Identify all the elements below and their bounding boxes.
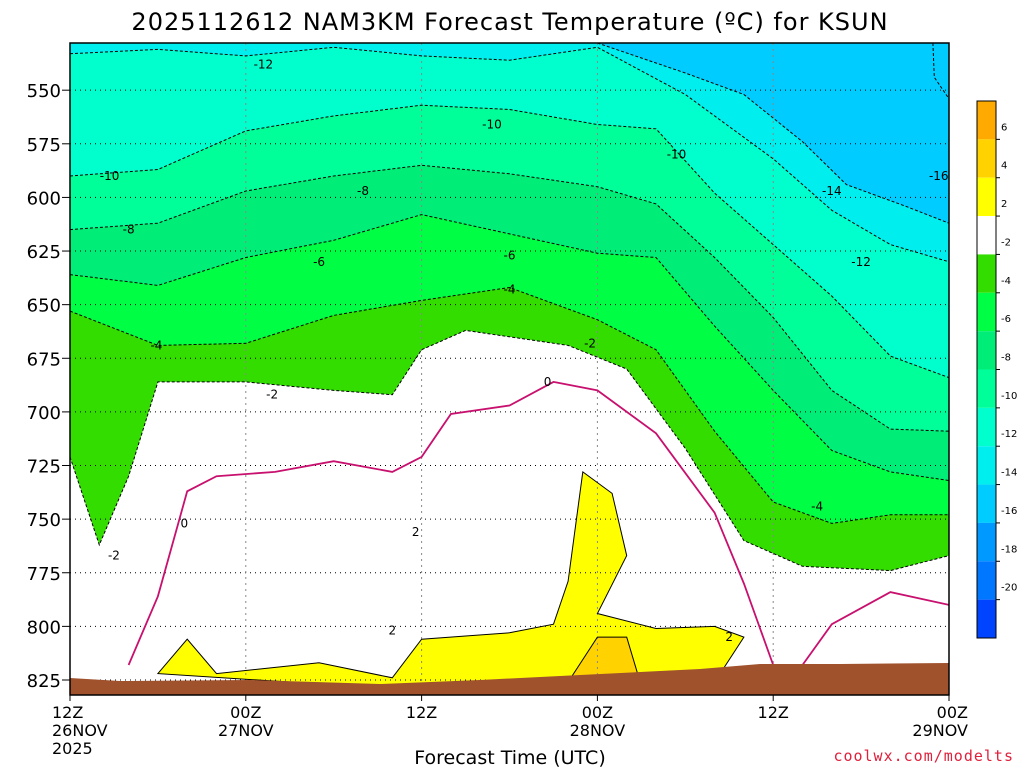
contour-label: 0 — [180, 516, 188, 530]
x-axis-title: Forecast Time (UTC) — [414, 747, 605, 768]
x-tick-label: 00Z — [230, 703, 261, 722]
x-tick-label: 2025 — [52, 739, 93, 758]
contour-label: -10 — [482, 118, 502, 132]
colorbar-bin — [977, 177, 996, 217]
colorbar-label: -20 — [1001, 583, 1017, 594]
colorbar-bin — [977, 369, 996, 408]
contour-line--12 — [70, 46, 949, 263]
contour-label: -8 — [123, 223, 135, 237]
y-tick-label: 750 — [27, 510, 61, 531]
x-tick-label: 27NOV — [218, 721, 274, 740]
contour-label: -6 — [504, 248, 516, 262]
contour-label: -12 — [254, 57, 274, 71]
contour-label: -12 — [851, 255, 871, 269]
plot-frame — [69, 42, 950, 696]
y-tick-label: 550 — [27, 81, 61, 102]
x-tick-label: 26NOV — [52, 721, 108, 740]
colorbar: 6 4 2 -2 -4 -6 -8 -10 -12 -14 -16 -18 -20 — [976, 100, 1017, 639]
x-tick-label: 29NOV — [912, 721, 968, 740]
y-tick-label: 625 — [27, 242, 61, 263]
contour-label: -16 — [929, 169, 949, 183]
contour-line--16 — [932, 43, 949, 100]
colorbar-label: 6 — [1001, 122, 1007, 133]
plot-area: -12 -10 -10 -10 -8 -8 -6 -6 -4 -4 -4 -2 -2 -2 0 0 2 2 2 -12… — [70, 43, 949, 695]
colorbar-label: -4 — [1001, 276, 1011, 287]
fill-band-above-minus14 — [597, 43, 949, 224]
contour-line--2 — [70, 329, 949, 572]
y-tick-label: 725 — [27, 457, 61, 478]
colorbar-bin — [977, 561, 996, 600]
fill-band-plus2 — [157, 471, 744, 689]
contour-labels: -12 -10 -10 -10 -8 -8 -6 -6 -4 -4 -4 -2 -2 -2 0 0 2 2 2 -12… — [100, 57, 949, 644]
colorbar-label: -16 — [1001, 506, 1017, 517]
contour-label: 2 — [412, 525, 420, 539]
contour-line--14 — [597, 43, 949, 224]
y-tick-label: 775 — [27, 564, 61, 585]
contour-label: -6 — [313, 255, 325, 269]
colorbar-label: -2 — [1001, 237, 1011, 248]
contour-label: -10 — [667, 148, 687, 162]
contour-label: -8 — [357, 184, 369, 198]
contour-line--4 — [70, 286, 949, 524]
x-tick-label: 12Z — [406, 703, 437, 722]
colorbar-label: -18 — [1001, 544, 1017, 555]
x-tick-label: 12Z — [52, 703, 83, 722]
contour-label: -10 — [100, 169, 120, 183]
y-tick-label: 600 — [27, 188, 61, 209]
contour-label: -4 — [504, 283, 516, 297]
colorbar-label: -10 — [1001, 391, 1017, 402]
contour-line--6 — [70, 214, 949, 481]
x-tick-label: 00Z — [937, 703, 968, 722]
colorbar-bin — [977, 331, 996, 370]
credit-text: coolwx.com/modelts — [833, 747, 1014, 765]
colorbar-label: -12 — [1001, 429, 1017, 440]
fill-band--2 — [70, 330, 949, 695]
colorbar-bin — [977, 407, 996, 447]
colorbar-bin — [977, 446, 996, 485]
colorbar-bin — [977, 101, 996, 140]
contour-label: -2 — [108, 549, 120, 563]
contour-label: 0 — [544, 375, 552, 389]
contour-label: -4 — [150, 338, 162, 352]
terrain-ground — [70, 663, 949, 695]
x-tick-label: 28NOV — [570, 721, 626, 740]
y-tick-label: 675 — [27, 349, 61, 370]
y-tick-label: 825 — [27, 671, 61, 692]
x-tick-label: 00Z — [582, 703, 613, 722]
colorbar-label: -14 — [1001, 468, 1017, 479]
colorbar-bin — [977, 484, 996, 523]
contour-label: 2 — [725, 630, 733, 644]
colorbar-bin — [977, 522, 996, 562]
temperature-fills — [70, 43, 949, 695]
colorbar-label: 2 — [1001, 199, 1007, 210]
contour-label: 2 — [388, 624, 396, 638]
contour-label: -2 — [584, 336, 596, 350]
colorbar-label: -6 — [1001, 314, 1011, 325]
y-tick-label: 575 — [27, 135, 61, 156]
contour-label: -14 — [822, 184, 842, 198]
colorbar-bin — [977, 139, 996, 178]
y-tick-label: 800 — [27, 617, 61, 638]
contour-line--8 — [70, 164, 949, 432]
chart-title: 2025112612 NAM3KM Forecast Temperature (… — [131, 8, 888, 36]
colorbar-bin — [977, 292, 996, 332]
colorbar-label: 4 — [1001, 161, 1007, 172]
y-axis: 550 575 600 625 650 675 700 725 750 775 800 825 — [27, 81, 70, 692]
contour-line--10 — [70, 104, 949, 379]
x-tick-label: 12Z — [758, 703, 789, 722]
y-tick-label: 650 — [27, 296, 61, 317]
contour-label: -2 — [266, 388, 278, 402]
colorbar-bin — [977, 254, 996, 293]
grid-lines — [70, 43, 949, 695]
y-tick-label: 700 — [27, 403, 61, 424]
contour-label: -4 — [811, 499, 823, 513]
colorbar-label: -8 — [1001, 353, 1011, 364]
colorbar-bin — [977, 599, 996, 638]
colorbar-bin — [977, 216, 996, 255]
